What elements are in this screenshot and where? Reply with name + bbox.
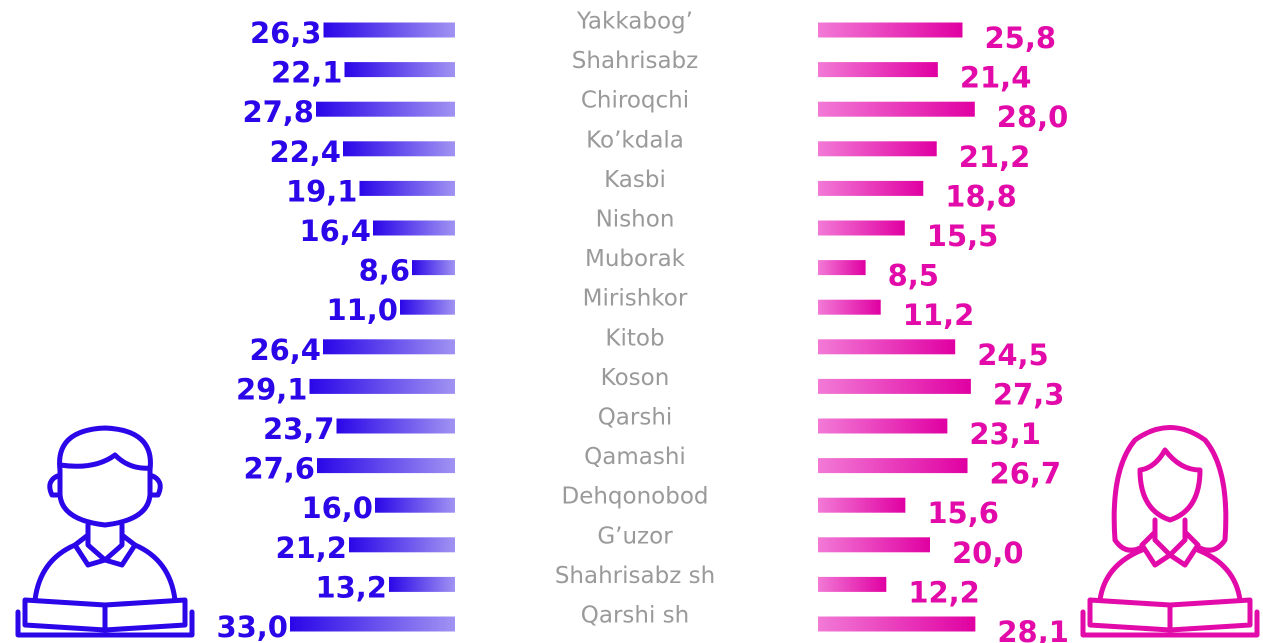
bar	[400, 299, 455, 315]
value-label: 11,0	[326, 293, 398, 327]
bar	[818, 378, 971, 394]
bar	[359, 180, 455, 196]
category-label: Kitob	[605, 325, 664, 351]
bar	[349, 537, 455, 553]
value-label: 28,0	[997, 100, 1069, 134]
bar	[818, 180, 924, 196]
category-label: Yakkabog’	[576, 9, 693, 35]
category-label: Nishon	[596, 207, 675, 233]
category-label: Shahrisabz	[572, 48, 698, 74]
bar	[317, 458, 455, 474]
bar	[818, 22, 963, 38]
value-label: 16,0	[301, 491, 373, 525]
female-icon	[1080, 425, 1260, 638]
value-label: 26,7	[990, 457, 1062, 491]
bar	[818, 339, 956, 355]
value-label: 21,2	[275, 531, 347, 565]
value-label: 25,8	[984, 21, 1056, 55]
bar	[343, 141, 455, 157]
bar	[375, 497, 455, 513]
value-label: 23,7	[263, 412, 335, 446]
value-label: 22,1	[271, 56, 343, 90]
category-label: Qarshi sh	[581, 603, 689, 629]
value-label: 22,4	[269, 135, 341, 169]
bar	[818, 497, 906, 513]
category-label: G’uzor	[597, 523, 673, 549]
category-label: Koson	[601, 365, 670, 391]
bar	[336, 418, 455, 434]
value-label: 27,3	[993, 377, 1065, 411]
value-label: 20,0	[952, 536, 1024, 570]
value-label: 16,4	[299, 214, 371, 248]
category-label: Kasbi	[604, 167, 666, 193]
value-label: 24,5	[977, 338, 1049, 372]
value-label: 26,3	[250, 16, 322, 50]
bar	[818, 576, 887, 592]
value-label: 26,4	[249, 333, 321, 367]
bar	[818, 260, 866, 276]
category-label: Shahrisabz sh	[555, 563, 715, 589]
bar	[316, 101, 455, 117]
value-label: 8,6	[359, 254, 410, 288]
value-label: 18,8	[945, 179, 1017, 213]
bar	[389, 576, 455, 592]
category-label: Qarshi	[598, 405, 673, 431]
bar	[344, 62, 455, 78]
value-label: 33,0	[216, 610, 288, 643]
value-label: 12,2	[908, 575, 980, 609]
bar	[290, 616, 455, 632]
bar	[309, 378, 455, 394]
bar	[818, 616, 976, 632]
value-label: 28,1	[997, 615, 1069, 643]
bar	[323, 339, 455, 355]
value-label: 11,2	[903, 298, 975, 332]
bar	[818, 418, 948, 434]
bar	[818, 299, 881, 315]
bar	[818, 101, 975, 117]
category-label: Muborak	[585, 246, 686, 272]
category-label: Mirishkor	[583, 286, 688, 312]
category-label: Qamashi	[584, 444, 686, 470]
male-icon	[15, 425, 195, 638]
value-label: 15,5	[927, 219, 999, 253]
bar	[412, 260, 455, 276]
value-label: 15,6	[927, 496, 999, 530]
value-label: 21,2	[959, 140, 1031, 174]
value-label: 8,5	[888, 259, 939, 293]
category-label: Dehqonobod	[561, 484, 708, 510]
bar	[373, 220, 455, 236]
value-label: 23,1	[969, 417, 1041, 451]
value-label: 19,1	[286, 174, 358, 208]
bar	[818, 458, 968, 474]
value-label: 29,1	[236, 372, 308, 406]
value-label: 27,8	[242, 95, 314, 129]
value-label: 21,4	[960, 61, 1032, 95]
value-label: 13,2	[315, 570, 387, 604]
bar	[323, 22, 455, 38]
category-label: Ko’kdala	[586, 127, 684, 153]
bar	[818, 220, 905, 236]
value-label: 27,6	[243, 452, 315, 486]
bar	[818, 62, 938, 78]
category-label: Chiroqchi	[581, 88, 689, 114]
bar	[818, 537, 930, 553]
bar	[818, 141, 937, 157]
